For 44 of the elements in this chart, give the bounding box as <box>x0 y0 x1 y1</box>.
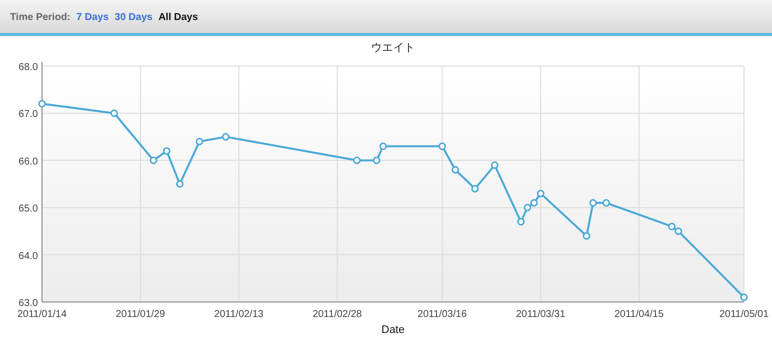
text: 30 Days <box>114 12 153 23</box>
point <box>38 100 46 108</box>
point <box>536 190 544 198</box>
point <box>162 147 170 155</box>
point <box>471 184 479 192</box>
point <box>196 138 204 146</box>
point <box>353 156 361 164</box>
point <box>589 199 597 207</box>
point <box>372 156 380 164</box>
x-tick-label: 2011/03/31 <box>516 309 566 320</box>
y-tick-label: 68.0 <box>18 62 38 73</box>
point <box>110 109 118 117</box>
x-tick-label: 2011/02/13 <box>214 309 264 320</box>
x-tick-label: 2011/01/14 <box>17 309 68 320</box>
y-tick-label: 67.0 <box>18 109 38 120</box>
point <box>602 199 610 207</box>
point <box>582 232 590 240</box>
text: Time Period: <box>10 12 70 23</box>
x-tick-label: 2011/01/29 <box>116 309 166 320</box>
point <box>379 142 387 150</box>
text: All Days <box>158 12 198 23</box>
point <box>524 204 532 212</box>
point <box>668 222 676 230</box>
point <box>530 199 538 207</box>
point <box>517 218 525 226</box>
point <box>674 227 682 235</box>
point <box>490 161 498 169</box>
point <box>740 294 748 302</box>
chart-title: ウエイト <box>371 42 415 54</box>
point <box>438 142 446 150</box>
point <box>222 133 230 141</box>
text: 7 Days <box>76 12 110 23</box>
point <box>176 180 184 188</box>
point <box>150 156 158 164</box>
x-tick-label: 2011/03/16 <box>418 309 468 320</box>
y-tick-label: 66.0 <box>18 156 38 168</box>
x-tick-label: 2011/04/15 <box>614 309 664 320</box>
point <box>452 166 460 174</box>
x-axis-title: Date <box>381 324 405 336</box>
y-tick-label: 65.0 <box>18 204 38 215</box>
y-tick-label: 64.0 <box>18 250 38 262</box>
x-tick-label: 2011/02/28 <box>312 309 362 320</box>
x-tick-label: 2011/05/01 <box>719 309 770 320</box>
y-tick-label: 63.0 <box>18 298 38 309</box>
